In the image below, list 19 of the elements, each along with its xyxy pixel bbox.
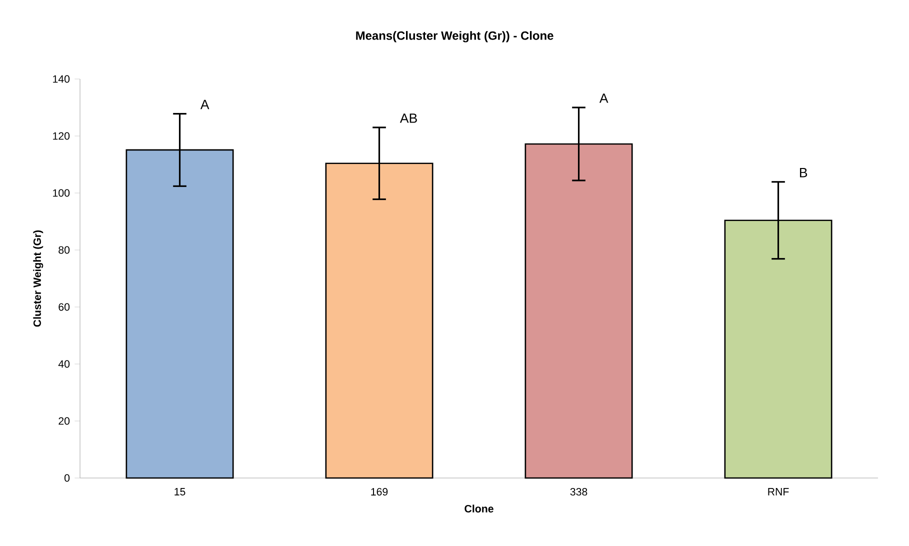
- y-tick-label: 140: [53, 75, 70, 83]
- y-tick-label: 120: [53, 132, 70, 140]
- x-axis-title: Clone: [464, 504, 494, 512]
- y-tick-label: 60: [58, 303, 70, 311]
- annotation: A: [200, 100, 210, 110]
- y-tick-label: 100: [53, 189, 70, 197]
- x-tick-label: 338: [570, 488, 588, 496]
- y-tick-label: 40: [58, 360, 70, 368]
- x-tick-label: 169: [371, 488, 388, 496]
- annotation: B: [800, 168, 808, 178]
- annotation: AB: [400, 114, 417, 123]
- y-tick-label: 20: [58, 417, 70, 425]
- x-tick-label: RNF: [768, 488, 789, 496]
- y-tick-label: 0: [64, 474, 70, 482]
- x-tick-label: 15: [174, 488, 186, 496]
- chart-title: Means(Cluster Weight (Gr)) - Clone: [356, 31, 554, 42]
- annotation: A: [599, 94, 608, 103]
- y-axis-title: Cluster Weight (Gr): [33, 230, 44, 327]
- y-tick-label: 80: [58, 246, 70, 254]
